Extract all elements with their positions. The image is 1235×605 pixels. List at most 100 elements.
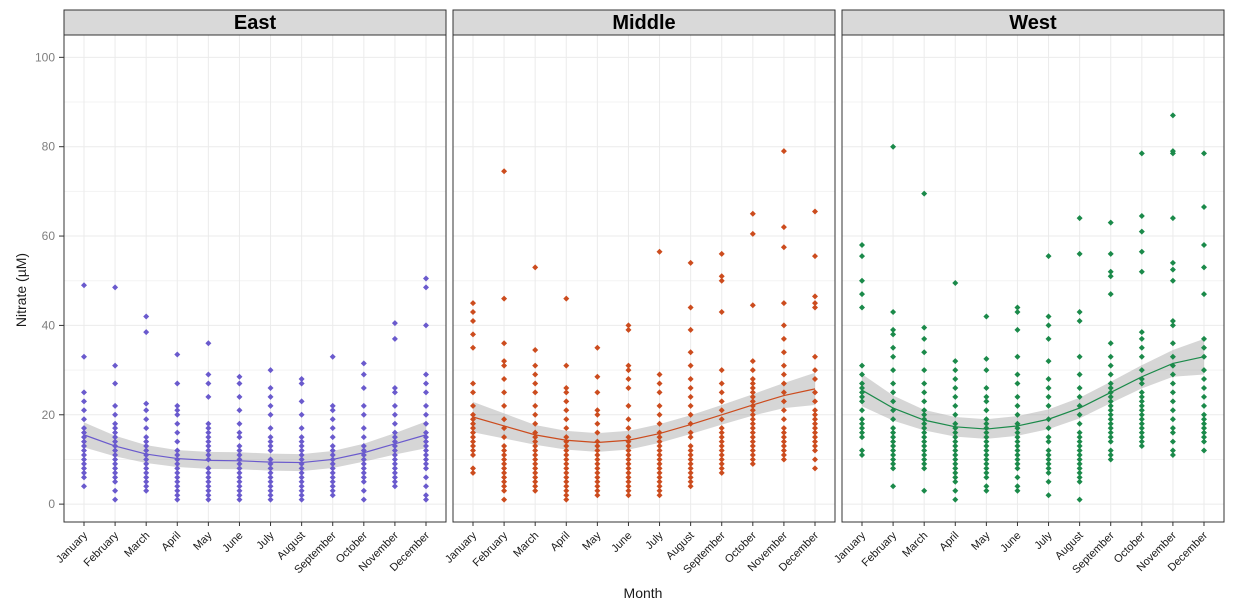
data-point <box>656 451 663 458</box>
data-point <box>532 483 539 490</box>
data-point <box>983 398 990 405</box>
data-point <box>501 469 508 476</box>
data-point <box>391 460 398 467</box>
data-point <box>687 483 694 490</box>
data-point <box>532 443 539 450</box>
data-point <box>236 469 243 476</box>
data-point <box>329 492 336 499</box>
data-point <box>749 443 756 450</box>
data-point <box>532 371 539 378</box>
data-point <box>1201 447 1207 454</box>
data-point <box>391 384 398 391</box>
data-point <box>563 416 570 423</box>
data-point <box>594 487 601 494</box>
data-point <box>983 384 990 391</box>
data-point <box>656 483 663 490</box>
data-point <box>921 438 928 445</box>
data-point <box>780 429 787 436</box>
data-point <box>1169 266 1176 273</box>
trend-line <box>472 388 816 444</box>
data-point <box>625 465 632 472</box>
data-point <box>81 465 87 472</box>
data-point <box>1076 215 1083 222</box>
data-point <box>1076 429 1083 436</box>
data-point <box>859 253 865 260</box>
data-point <box>812 300 818 307</box>
data-point <box>81 398 87 405</box>
data-point <box>470 425 476 432</box>
data-point <box>656 420 663 427</box>
data-point <box>563 469 570 476</box>
data-point <box>1138 393 1145 400</box>
data-point <box>718 429 725 436</box>
data-point <box>952 487 959 494</box>
data-point <box>859 371 865 378</box>
data-point <box>952 411 959 418</box>
data-point <box>1138 438 1145 445</box>
data-point <box>594 411 601 418</box>
data-point <box>594 389 601 396</box>
data-point <box>812 411 818 418</box>
data-point <box>236 478 243 485</box>
data-point <box>1076 250 1083 257</box>
data-point <box>983 420 990 427</box>
data-point <box>501 295 508 302</box>
data-point <box>1107 340 1114 347</box>
data-point <box>1107 398 1114 405</box>
data-point <box>360 434 367 441</box>
data-point <box>174 411 181 418</box>
facet-strip-label: East <box>234 12 277 34</box>
data-point <box>687 478 694 485</box>
data-point <box>890 416 897 423</box>
data-point <box>532 474 539 481</box>
data-point <box>174 474 181 481</box>
data-point <box>952 496 959 503</box>
data-point <box>1107 353 1114 360</box>
data-point <box>1076 353 1083 360</box>
data-point <box>329 474 336 481</box>
data-point <box>205 469 212 476</box>
data-point <box>112 425 119 432</box>
data-point <box>470 447 476 454</box>
data-point <box>1076 393 1083 400</box>
data-point <box>656 402 663 409</box>
data-point <box>952 279 959 286</box>
data-point <box>921 425 928 432</box>
data-point <box>205 496 212 503</box>
data-point <box>749 411 756 418</box>
data-point <box>656 465 663 472</box>
data-point <box>267 456 274 463</box>
data-point <box>236 434 243 441</box>
data-point <box>859 291 865 298</box>
data-point <box>501 478 508 485</box>
data-point <box>298 447 305 454</box>
data-point <box>329 478 336 485</box>
data-point <box>921 190 928 197</box>
data-point <box>205 465 212 472</box>
data-point <box>859 451 865 458</box>
data-point <box>174 496 181 503</box>
data-point <box>1138 353 1145 360</box>
data-point <box>749 367 756 374</box>
data-point <box>1107 429 1114 436</box>
data-point <box>952 429 959 436</box>
data-point <box>1138 443 1145 450</box>
data-point <box>1107 291 1114 298</box>
data-point <box>1076 460 1083 467</box>
data-point <box>143 456 150 463</box>
data-point <box>983 443 990 450</box>
data-point <box>1014 371 1021 378</box>
data-point <box>532 447 539 454</box>
data-point <box>81 469 87 476</box>
data-point <box>205 434 212 441</box>
data-point <box>780 380 787 387</box>
data-point <box>174 429 181 436</box>
data-point <box>112 362 119 369</box>
data-point <box>1169 407 1176 414</box>
data-point <box>983 483 990 490</box>
data-point <box>687 362 694 369</box>
data-point <box>921 465 928 472</box>
data-point <box>470 317 476 324</box>
data-point <box>1014 447 1021 454</box>
